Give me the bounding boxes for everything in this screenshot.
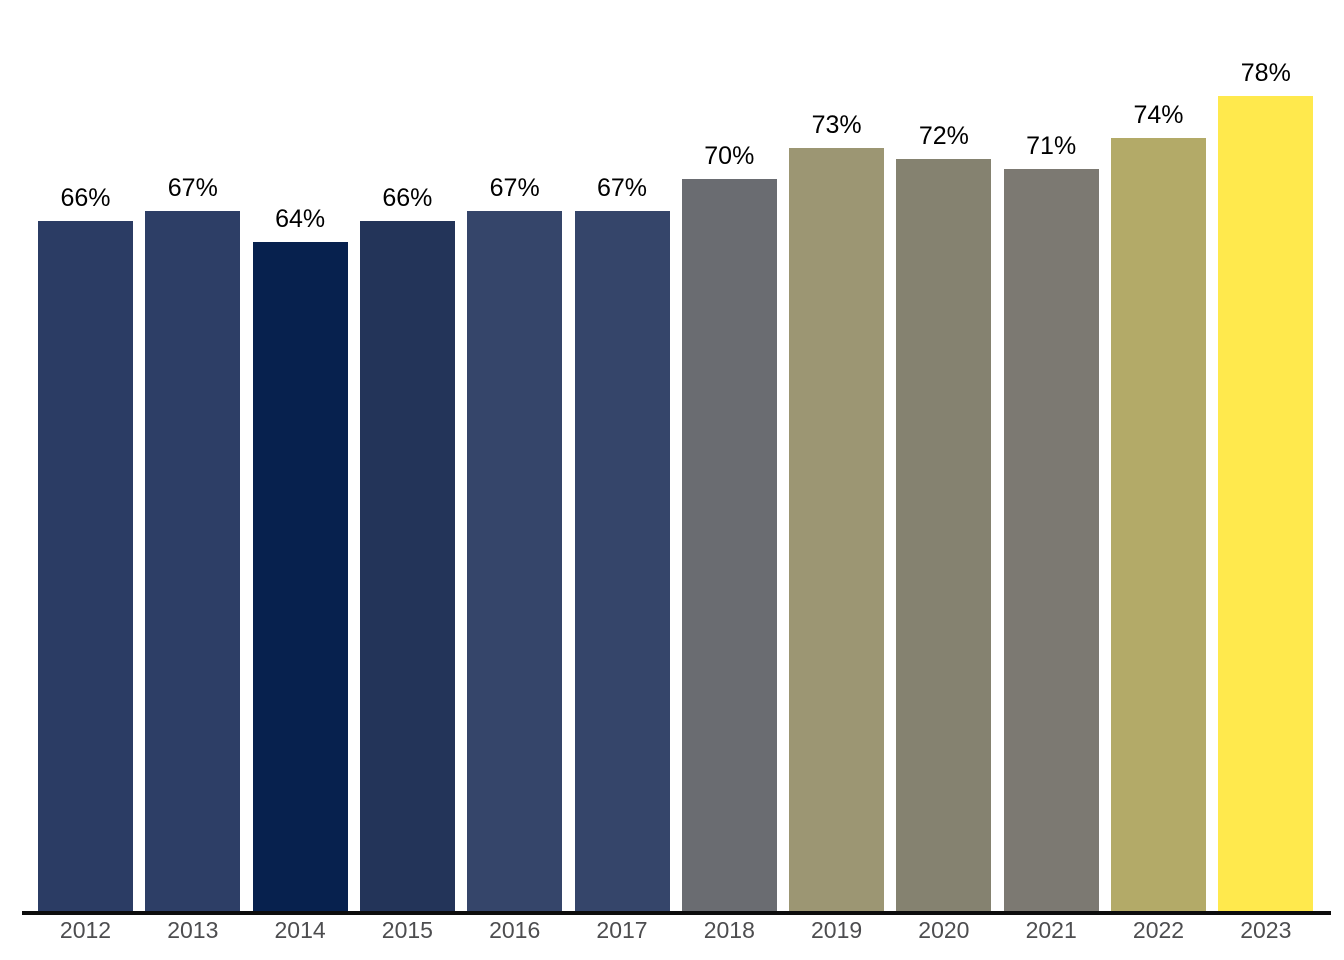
x-axis-tick-label: 2013: [167, 917, 219, 943]
bar-value-label: 66%: [60, 184, 111, 212]
bar-2016: [467, 211, 563, 911]
bar-2015: [359, 221, 455, 911]
x-axis-tick-label: 2015: [381, 917, 433, 943]
bar-value-label: 78%: [1240, 59, 1291, 87]
bar-value-label: 67%: [596, 174, 648, 202]
bar-value-label: 67%: [167, 174, 218, 202]
bar-2019: [789, 148, 885, 911]
bar-2012: [38, 221, 133, 911]
bar-2017: [574, 211, 670, 911]
bar-value-label: 73%: [811, 111, 862, 139]
bar-value-label: 64%: [275, 205, 326, 233]
x-axis-tick-label: 2019: [811, 917, 863, 943]
bar-2018: [681, 179, 777, 911]
bar-value-label: 67%: [489, 174, 540, 202]
bar-2014: [252, 242, 348, 911]
bar-value-label: 70%: [704, 142, 755, 170]
x-axis-line: [22, 911, 1331, 915]
x-axis-tick-label: 2014: [274, 917, 326, 943]
x-axis-tick-label: 2016: [489, 917, 541, 943]
bar-2023: [1218, 96, 1314, 911]
x-axis-tick-label: 2022: [1132, 917, 1185, 943]
bar-2022: [1111, 138, 1206, 911]
x-axis-tick-label: 2023: [1240, 917, 1292, 943]
bar-value-label: 66%: [382, 184, 433, 212]
x-axis-tick-label: 2020: [918, 917, 970, 943]
x-axis-tick-label: 2018: [703, 917, 755, 943]
bar-value-label: 72%: [918, 122, 969, 150]
bar-value-label: 71%: [1026, 132, 1077, 160]
bar-value-label: 74%: [1133, 101, 1184, 129]
x-axis-tick-label: 2021: [1025, 917, 1077, 943]
bar-2021: [1003, 169, 1099, 911]
bar-2013: [145, 211, 241, 911]
x-axis-tick-label: 2017: [596, 917, 648, 943]
bar-2020: [896, 159, 992, 911]
x-axis-tick-label: 2012: [59, 917, 112, 943]
